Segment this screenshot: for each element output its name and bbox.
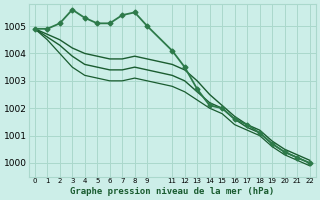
X-axis label: Graphe pression niveau de la mer (hPa): Graphe pression niveau de la mer (hPa) — [70, 187, 274, 196]
